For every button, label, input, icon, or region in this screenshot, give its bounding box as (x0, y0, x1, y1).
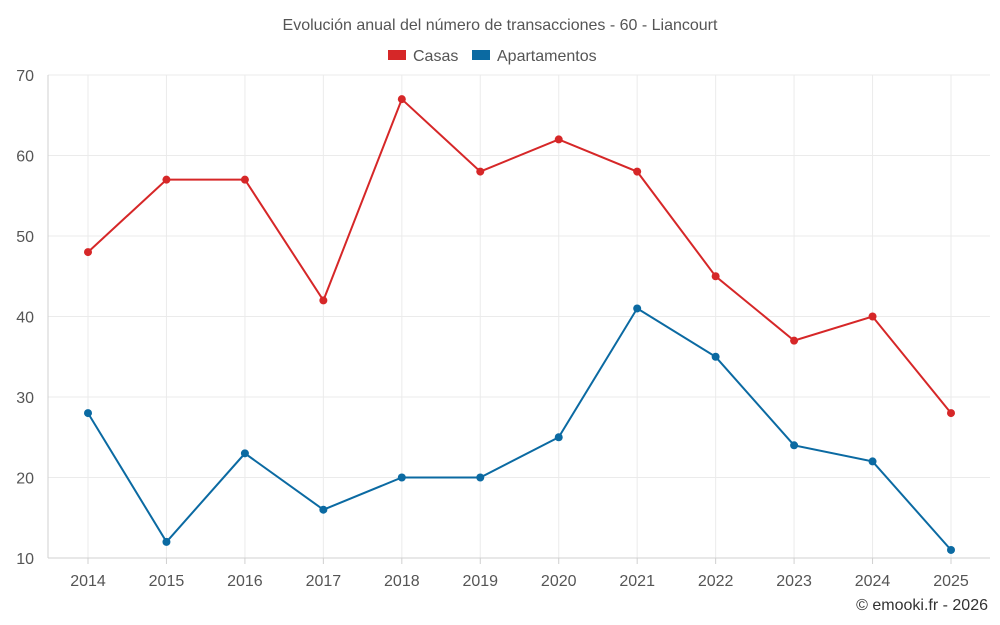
legend: Casas Apartamentos (388, 48, 597, 65)
data-point-apartamentos[interactable] (162, 537, 171, 546)
legend-item-apartamentos[interactable]: Apartamentos (472, 48, 597, 65)
data-point-casas[interactable] (633, 167, 642, 176)
credit-text: © emooki.fr - 2026 (856, 597, 988, 614)
data-point-casas[interactable] (476, 167, 485, 176)
y-tick-label: 60 (16, 149, 34, 166)
x-tick-label: 2024 (855, 573, 891, 590)
y-axis: 10 20 30 40 50 60 70 (16, 68, 49, 568)
data-point-apartamentos[interactable] (319, 505, 328, 514)
legend-item-casas[interactable]: Casas (388, 48, 458, 65)
x-tick-label: 2025 (933, 573, 969, 590)
y-tick-label: 10 (16, 551, 34, 568)
y-tick-label: 30 (16, 390, 34, 407)
series-casas (84, 95, 955, 418)
x-tick-label: 2022 (698, 573, 734, 590)
data-point-casas[interactable] (790, 336, 799, 345)
series-line-apartamentos (87, 307, 952, 551)
data-point-apartamentos[interactable] (84, 409, 92, 418)
chart-title: Evolución anual del número de transaccio… (283, 17, 718, 34)
legend-swatch-casas (388, 50, 406, 60)
y-tick-label: 40 (16, 310, 34, 327)
data-point-apartamentos[interactable] (397, 473, 406, 482)
legend-label-apartamentos: Apartamentos (497, 48, 597, 65)
x-tick-label: 2016 (227, 573, 263, 590)
data-point-casas[interactable] (240, 175, 249, 184)
gridlines (48, 74, 990, 559)
data-point-apartamentos[interactable] (633, 304, 642, 313)
y-tick-label: 70 (16, 68, 34, 85)
x-tick-label: 2017 (306, 573, 342, 590)
data-point-apartamentos[interactable] (947, 545, 955, 554)
y-tick-label: 50 (16, 229, 34, 246)
y-tick-label: 20 (16, 471, 34, 488)
x-tick-label: 2020 (541, 573, 577, 590)
legend-swatch-apartamentos (472, 50, 490, 60)
data-point-casas[interactable] (554, 135, 563, 144)
data-point-apartamentos[interactable] (868, 457, 877, 466)
data-point-casas[interactable] (397, 95, 406, 104)
data-point-apartamentos[interactable] (476, 473, 485, 482)
data-point-apartamentos[interactable] (554, 433, 563, 442)
series-apartamentos (84, 304, 955, 554)
data-point-apartamentos[interactable] (790, 441, 799, 450)
data-point-apartamentos[interactable] (240, 449, 249, 458)
data-point-casas[interactable] (868, 312, 877, 321)
x-tick-label: 2018 (384, 573, 420, 590)
legend-label-casas: Casas (413, 48, 458, 65)
x-tick-label: 2023 (776, 573, 812, 590)
data-point-casas[interactable] (162, 175, 171, 184)
data-point-casas[interactable] (947, 409, 955, 418)
x-axis: 2014 2015 2016 2017 2018 2019 2020 2021 2022 2023… (48, 557, 990, 590)
x-tick-label: 2021 (619, 573, 655, 590)
series-line-casas (87, 97, 952, 414)
data-point-apartamentos[interactable] (711, 352, 720, 361)
data-point-casas[interactable] (711, 272, 720, 281)
data-point-casas[interactable] (84, 248, 92, 257)
x-tick-label: 2019 (462, 573, 498, 590)
data-point-casas[interactable] (319, 296, 328, 305)
x-tick-label: 2015 (149, 573, 185, 590)
series-layer (84, 95, 955, 554)
x-tick-label: 2014 (70, 573, 106, 590)
